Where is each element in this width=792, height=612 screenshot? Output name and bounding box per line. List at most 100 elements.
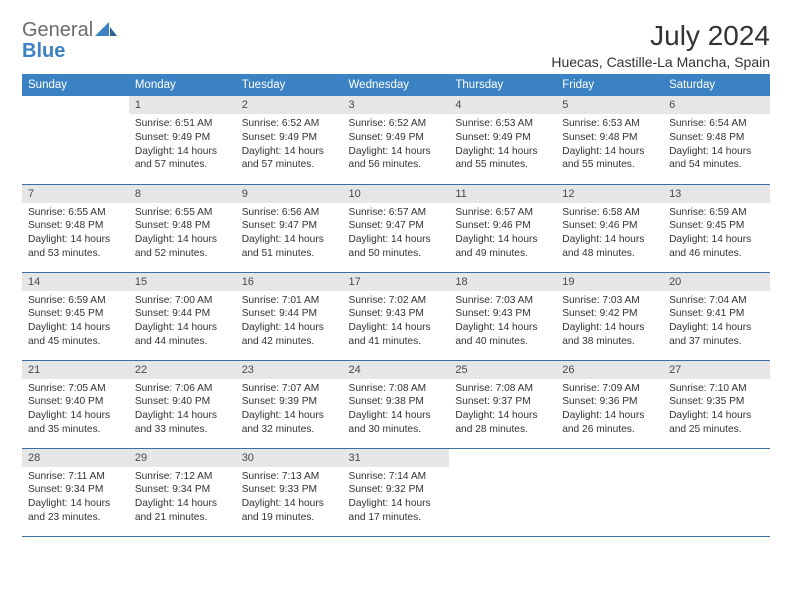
day-details: Sunrise: 7:07 AMSunset: 9:39 PMDaylight:… [236,379,343,441]
day-details: Sunrise: 6:53 AMSunset: 9:49 PMDaylight:… [449,114,556,176]
calendar-day-cell: 17Sunrise: 7:02 AMSunset: 9:43 PMDayligh… [343,272,450,360]
day-details: Sunrise: 7:12 AMSunset: 9:34 PMDaylight:… [129,467,236,529]
day-number: 29 [129,449,236,467]
day-number: 15 [129,273,236,291]
calendar-day-cell: 29Sunrise: 7:12 AMSunset: 9:34 PMDayligh… [129,448,236,536]
logo-part2: Blue [22,40,65,62]
day-number: 27 [663,361,770,379]
day-number: 24 [343,361,450,379]
day-details: Sunrise: 7:02 AMSunset: 9:43 PMDaylight:… [343,291,450,353]
day-details: Sunrise: 7:05 AMSunset: 9:40 PMDaylight:… [22,379,129,441]
calendar-day-cell: 1Sunrise: 6:51 AMSunset: 9:49 PMDaylight… [129,96,236,184]
day-details: Sunrise: 6:52 AMSunset: 9:49 PMDaylight:… [343,114,450,176]
day-details: Sunrise: 7:08 AMSunset: 9:37 PMDaylight:… [449,379,556,441]
logo-part1: General [22,19,93,41]
day-number: 4 [449,96,556,114]
day-details: Sunrise: 6:55 AMSunset: 9:48 PMDaylight:… [129,203,236,265]
calendar-day-cell: 8Sunrise: 6:55 AMSunset: 9:48 PMDaylight… [129,184,236,272]
calendar-day-cell: 21Sunrise: 7:05 AMSunset: 9:40 PMDayligh… [22,360,129,448]
location: Huecas, Castille-La Mancha, Spain [551,54,770,70]
calendar-day-cell: 2Sunrise: 6:52 AMSunset: 9:49 PMDaylight… [236,96,343,184]
day-number: 18 [449,273,556,291]
calendar-day-cell: 15Sunrise: 7:00 AMSunset: 9:44 PMDayligh… [129,272,236,360]
calendar-day-cell: 23Sunrise: 7:07 AMSunset: 9:39 PMDayligh… [236,360,343,448]
day-details: Sunrise: 6:59 AMSunset: 9:45 PMDaylight:… [663,203,770,265]
day-details: Sunrise: 6:56 AMSunset: 9:47 PMDaylight:… [236,203,343,265]
day-details: Sunrise: 6:57 AMSunset: 9:46 PMDaylight:… [449,203,556,265]
title-block: July 2024 Huecas, Castille-La Mancha, Sp… [551,20,770,70]
day-details: Sunrise: 7:01 AMSunset: 9:44 PMDaylight:… [236,291,343,353]
day-details: Sunrise: 6:53 AMSunset: 9:48 PMDaylight:… [556,114,663,176]
calendar-day-cell: 16Sunrise: 7:01 AMSunset: 9:44 PMDayligh… [236,272,343,360]
month-title: July 2024 [551,20,770,52]
calendar-day-cell: 13Sunrise: 6:59 AMSunset: 9:45 PMDayligh… [663,184,770,272]
calendar-day-cell: 12Sunrise: 6:58 AMSunset: 9:46 PMDayligh… [556,184,663,272]
calendar-day-cell: 5Sunrise: 6:53 AMSunset: 9:48 PMDaylight… [556,96,663,184]
day-details: Sunrise: 7:10 AMSunset: 9:35 PMDaylight:… [663,379,770,441]
calendar-week-row: 14Sunrise: 6:59 AMSunset: 9:45 PMDayligh… [22,272,770,360]
calendar-day-cell: 11Sunrise: 6:57 AMSunset: 9:46 PMDayligh… [449,184,556,272]
day-number: 9 [236,185,343,203]
day-details: Sunrise: 6:51 AMSunset: 9:49 PMDaylight:… [129,114,236,176]
header: General Blue July 2024 Huecas, Castille-… [22,20,770,70]
calendar-day-cell: 19Sunrise: 7:03 AMSunset: 9:42 PMDayligh… [556,272,663,360]
day-details: Sunrise: 6:57 AMSunset: 9:47 PMDaylight:… [343,203,450,265]
day-number: 25 [449,361,556,379]
weekday-header: Thursday [449,74,556,96]
day-number: 12 [556,185,663,203]
day-number: 10 [343,185,450,203]
day-details: Sunrise: 7:08 AMSunset: 9:38 PMDaylight:… [343,379,450,441]
weekday-header: Tuesday [236,74,343,96]
day-number: 11 [449,185,556,203]
calendar-empty-cell [22,96,129,184]
day-number: 13 [663,185,770,203]
calendar-empty-cell [556,448,663,536]
calendar-day-cell: 25Sunrise: 7:08 AMSunset: 9:37 PMDayligh… [449,360,556,448]
day-number: 28 [22,449,129,467]
day-details: Sunrise: 7:06 AMSunset: 9:40 PMDaylight:… [129,379,236,441]
day-number: 8 [129,185,236,203]
day-number: 3 [343,96,450,114]
calendar-day-cell: 18Sunrise: 7:03 AMSunset: 9:43 PMDayligh… [449,272,556,360]
day-details: Sunrise: 6:54 AMSunset: 9:48 PMDaylight:… [663,114,770,176]
day-details: Sunrise: 7:11 AMSunset: 9:34 PMDaylight:… [22,467,129,529]
calendar-day-cell: 24Sunrise: 7:08 AMSunset: 9:38 PMDayligh… [343,360,450,448]
day-number: 2 [236,96,343,114]
day-number: 26 [556,361,663,379]
day-number: 31 [343,449,450,467]
day-number: 21 [22,361,129,379]
calendar-week-row: 1Sunrise: 6:51 AMSunset: 9:49 PMDaylight… [22,96,770,184]
logo-sail-icon [95,20,117,41]
day-details: Sunrise: 7:13 AMSunset: 9:33 PMDaylight:… [236,467,343,529]
calendar-day-cell: 28Sunrise: 7:11 AMSunset: 9:34 PMDayligh… [22,448,129,536]
calendar-empty-cell [663,448,770,536]
calendar-day-cell: 3Sunrise: 6:52 AMSunset: 9:49 PMDaylight… [343,96,450,184]
calendar-day-cell: 4Sunrise: 6:53 AMSunset: 9:49 PMDaylight… [449,96,556,184]
calendar-day-cell: 30Sunrise: 7:13 AMSunset: 9:33 PMDayligh… [236,448,343,536]
day-details: Sunrise: 7:14 AMSunset: 9:32 PMDaylight:… [343,467,450,529]
day-details: Sunrise: 7:04 AMSunset: 9:41 PMDaylight:… [663,291,770,353]
weekday-header: Wednesday [343,74,450,96]
day-details: Sunrise: 7:09 AMSunset: 9:36 PMDaylight:… [556,379,663,441]
calendar-day-cell: 26Sunrise: 7:09 AMSunset: 9:36 PMDayligh… [556,360,663,448]
day-number: 16 [236,273,343,291]
day-details: Sunrise: 7:00 AMSunset: 9:44 PMDaylight:… [129,291,236,353]
weekday-header: Sunday [22,74,129,96]
day-number: 23 [236,361,343,379]
calendar-day-cell: 27Sunrise: 7:10 AMSunset: 9:35 PMDayligh… [663,360,770,448]
day-number: 17 [343,273,450,291]
day-details: Sunrise: 6:52 AMSunset: 9:49 PMDaylight:… [236,114,343,176]
calendar-day-cell: 6Sunrise: 6:54 AMSunset: 9:48 PMDaylight… [663,96,770,184]
weekday-header-row: SundayMondayTuesdayWednesdayThursdayFrid… [22,74,770,96]
calendar-day-cell: 31Sunrise: 7:14 AMSunset: 9:32 PMDayligh… [343,448,450,536]
calendar-day-cell: 20Sunrise: 7:04 AMSunset: 9:41 PMDayligh… [663,272,770,360]
calendar-week-row: 21Sunrise: 7:05 AMSunset: 9:40 PMDayligh… [22,360,770,448]
day-number: 14 [22,273,129,291]
day-number: 7 [22,185,129,203]
calendar-day-cell: 22Sunrise: 7:06 AMSunset: 9:40 PMDayligh… [129,360,236,448]
logo: General Blue [22,20,117,62]
day-details: Sunrise: 6:55 AMSunset: 9:48 PMDaylight:… [22,203,129,265]
calendar-day-cell: 9Sunrise: 6:56 AMSunset: 9:47 PMDaylight… [236,184,343,272]
calendar-empty-cell [449,448,556,536]
day-number: 22 [129,361,236,379]
